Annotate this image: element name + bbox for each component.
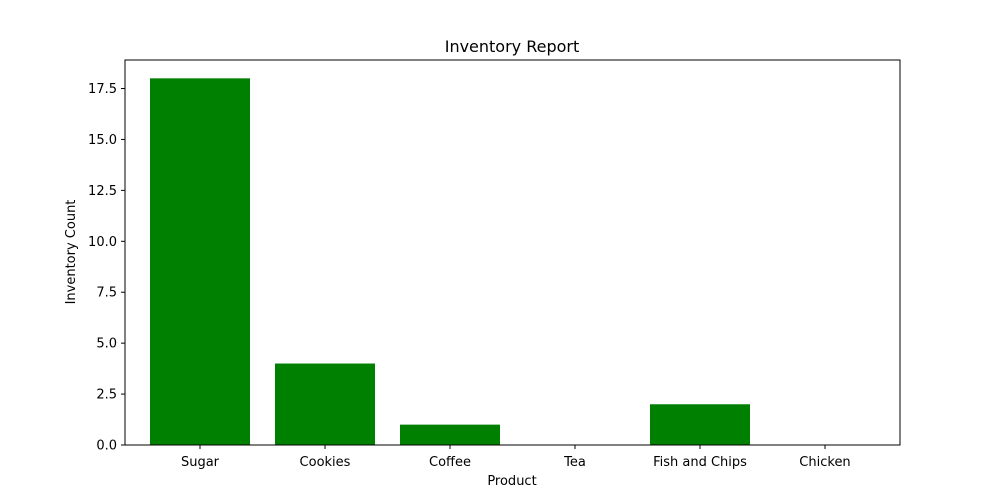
bar-coffee	[400, 424, 500, 445]
y-tick-label: 2.5	[96, 388, 117, 403]
chart-title: Inventory Report	[445, 37, 580, 56]
x-tick-label: Tea	[563, 455, 586, 470]
plot-frame	[124, 59, 901, 446]
y-axis-ticks: 0.0 2.5 5.0 7.5 10.0 12.5 15.0 17.5	[88, 82, 125, 454]
y-tick-label: 10.0	[88, 235, 117, 250]
y-tick-label: 17.5	[88, 82, 117, 97]
y-tick-label: 0.0	[96, 439, 117, 454]
x-axis-label: Product	[487, 474, 536, 489]
y-tick-label: 7.5	[96, 286, 117, 301]
bars-layer	[150, 78, 750, 445]
y-tick-label: 12.5	[88, 184, 117, 199]
x-tick-label: Sugar	[181, 455, 220, 470]
y-axis-label: Inventory Count	[64, 200, 79, 305]
x-axis-ticks: Sugar Cookies Coffee Tea Fish and Chips Chick…	[181, 445, 851, 470]
bar-cookies	[275, 363, 375, 445]
y-tick-label: 15.0	[88, 133, 117, 148]
x-tick-label: Coffee	[429, 455, 471, 470]
bar-sugar	[150, 78, 250, 445]
y-tick-label: 5.0	[96, 337, 117, 352]
x-tick-label: Fish and Chips	[653, 455, 747, 470]
x-tick-label: Chicken	[799, 455, 850, 470]
bar-fish-and-chips	[650, 404, 750, 445]
x-tick-label: Cookies	[300, 455, 351, 470]
